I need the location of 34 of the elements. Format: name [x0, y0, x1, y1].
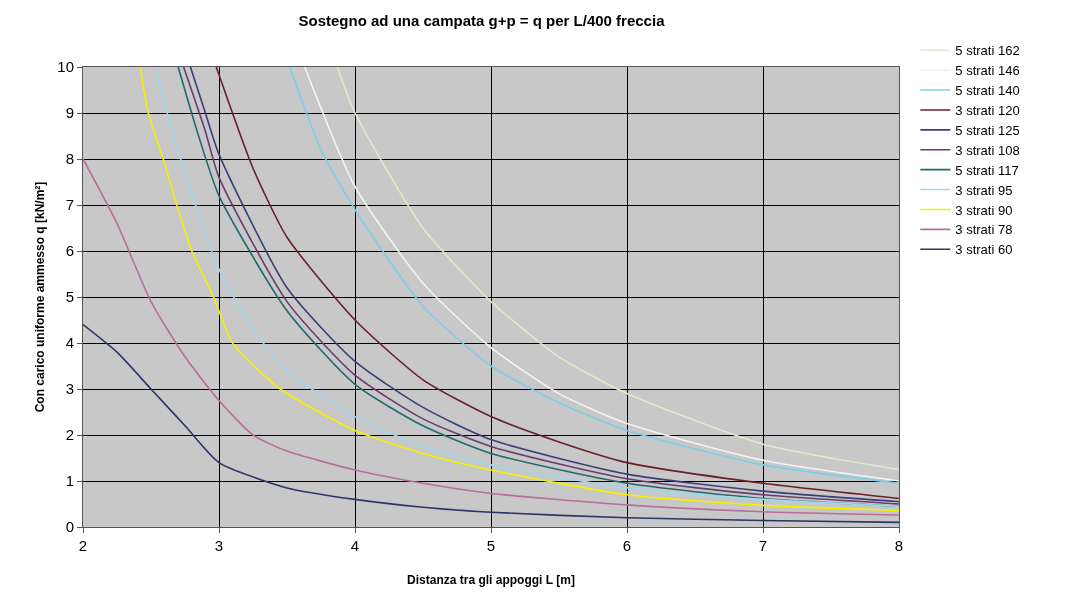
y-tick-label: 3 [65, 380, 74, 398]
y-tick-label: 1 [65, 472, 74, 490]
legend-label: 5 strati 125 [955, 122, 1020, 138]
legend-label: 3 strati 95 [955, 182, 1013, 198]
legend-label: 3 strati 108 [955, 142, 1020, 158]
y-tick-label: 10 [57, 58, 74, 76]
y-tick-label: 4 [65, 334, 74, 352]
legend-label: 3 strati 78 [955, 222, 1013, 238]
chart-title: Sostegno ad una campata g+p = q per L/400 freccia [298, 11, 666, 29]
line-series [83, 323, 899, 524]
x-axis-title: Distanza tra gli appoggi L [m] [407, 572, 575, 587]
y-tick-label: 8 [65, 150, 74, 168]
x-tick-label: 3 [214, 537, 224, 554]
legend-label: 3 strati 120 [955, 103, 1020, 119]
y-tick-label: 9 [65, 104, 74, 122]
legend-label: 5 strati 117 [955, 162, 1019, 178]
x-tick-label: 4 [350, 537, 360, 554]
x-tick-label: 8 [894, 537, 904, 554]
x-tick-label: 5 [486, 537, 496, 554]
legend-label: 3 strati 60 [955, 242, 1013, 258]
legend-label: 5 strati 162 [955, 43, 1020, 59]
y-tick-label: 6 [65, 242, 74, 260]
legend-label: 3 strati 90 [955, 202, 1013, 218]
legend-label: 5 strati 140 [955, 83, 1020, 99]
y-tick-label: 7 [65, 196, 74, 214]
y-tick-label: 5 [65, 288, 74, 306]
x-tick-label: 7 [758, 537, 768, 554]
legend-label: 5 strati 146 [955, 63, 1020, 79]
y-tick-label: 0 [65, 518, 74, 536]
y-tick-label: 2 [65, 426, 74, 444]
x-tick-label: 2 [78, 537, 88, 554]
line-series [83, 158, 899, 516]
y-axis-title: Con carico uniforme ammesso q [kN/m²] [32, 181, 47, 413]
x-tick-label: 6 [622, 537, 632, 554]
